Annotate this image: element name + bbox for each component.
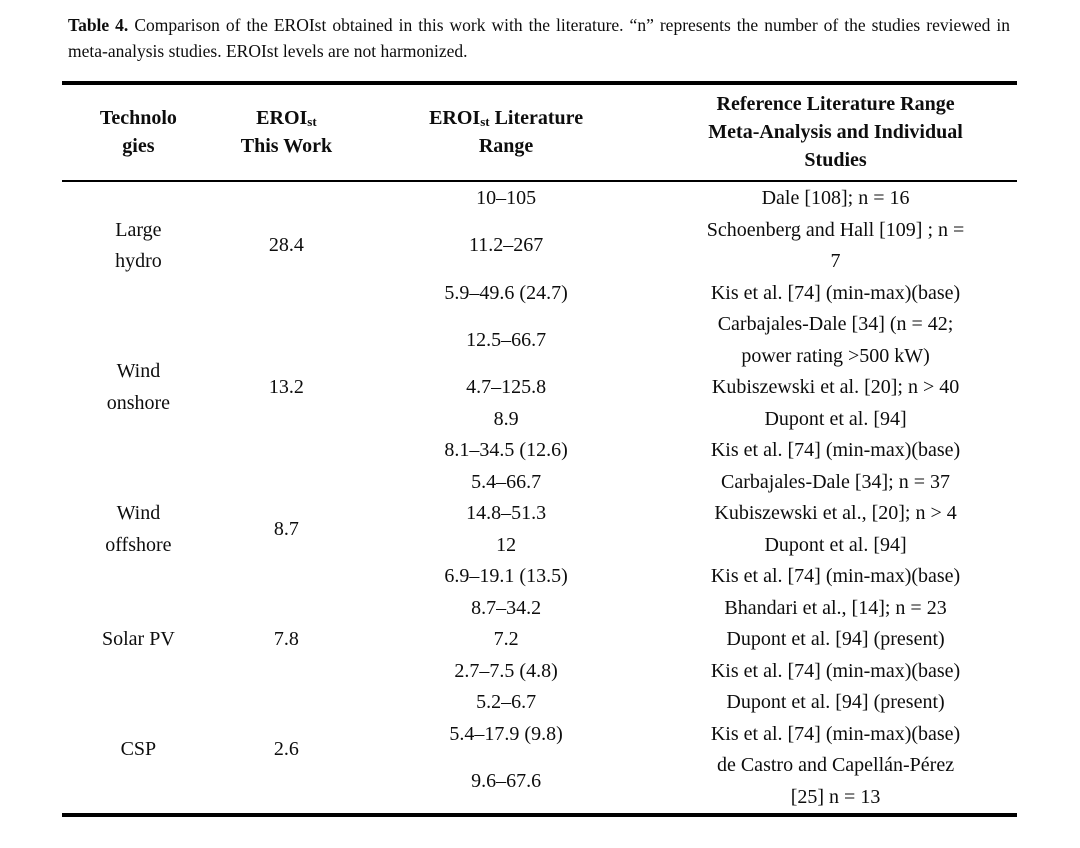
table-row: 12 Dupont et al. [94] — [62, 530, 1017, 562]
table-row: 5.9–49.6 (24.7) Kis et al. [74] (min-max… — [62, 278, 1017, 310]
reference-cell: Schoenberg and Hall [109] ; n = 7 — [706, 218, 965, 273]
literature-range-cell: 6.9–19.1 (13.5) — [444, 565, 568, 587]
literature-range-cell: 12.5–66.7 — [466, 328, 547, 351]
reference-cell: Dale [108]; n = 16 — [761, 187, 910, 209]
literature-range-cell: 8.9 — [493, 407, 519, 430]
literature-range-cell: 14.8–51.3 — [466, 502, 547, 524]
literature-range-cell: 11.2–267 — [468, 234, 544, 257]
eroi-value-cell: 13.2 — [268, 376, 304, 398]
literature-range-cell: 8.1–34.5 (12.6) — [444, 439, 568, 461]
reference-cell: de Castro and Capellán-Pérez [25] n = 13 — [716, 754, 955, 808]
technology-cell: CSP — [120, 738, 157, 761]
reference-cell: Kubiszewski et al. [20]; n > 40 — [711, 376, 960, 398]
literature-range-cell: 7.2 — [493, 628, 519, 650]
table-row: 9.6–67.6 de Castro and Capellán-Pérez [2… — [62, 750, 1017, 815]
subscript-st: st — [307, 114, 317, 129]
reference-cell: Kis et al. [74] (min-max)(base) — [710, 439, 961, 461]
table-row: 8.9 Dupont et al. [94] — [62, 404, 1017, 436]
reference-cell: Kis et al. [74] (min-max)(base) — [710, 281, 961, 304]
reference-cell: Kis et al. [74] (min-max)(base) — [710, 565, 961, 587]
reference-cell: Dupont et al. [94] — [764, 533, 907, 556]
literature-range-cell: 5.9–49.6 (24.7) — [444, 281, 568, 304]
reference-cell: Kis et al. [74] (min-max)(base) — [710, 722, 961, 745]
table-row: Wind offshore 8.7 5.4–66.7 Carbajales-Da… — [62, 467, 1017, 556]
column-header-eroi-this-work: EROIst This Work — [214, 83, 359, 182]
technology-cell: Wind offshore — [105, 502, 172, 556]
reference-cell: Kis et al. [74] (min-max)(base) — [710, 659, 961, 682]
technology-cell: Solar PV — [102, 628, 175, 650]
column-header-technologies: Technolo gies — [62, 83, 215, 182]
literature-range-cell: 4.7–125.8 — [466, 376, 547, 398]
table-row: 14.8–51.3 Kubiszewski et al., [20]; n > … — [62, 498, 1017, 530]
literature-range-cell: 8.7–34.2 — [471, 596, 542, 619]
reference-cell: Kubiszewski et al., [20]; n > 4 — [714, 502, 957, 524]
table-row: 2.7–7.5 (4.8) Kis et al. [74] (min-max)(… — [62, 656, 1017, 688]
table-caption-text: Comparison of the EROIst obtained in thi… — [68, 15, 1010, 61]
table-row: 11.2–267 Schoenberg and Hall [109] ; n =… — [62, 215, 1017, 278]
literature-range-cell: 10–105 — [476, 187, 537, 209]
table-row: Large hydro 28.4 10–105 Dale [108]; n = … — [62, 181, 1017, 272]
literature-range-cell: 5.4–17.9 (9.8) — [449, 722, 563, 745]
reference-cell: Dupont et al. [94] (present) — [726, 628, 945, 650]
table-caption: Table 4. Comparison of the EROIst obtain… — [68, 12, 1010, 64]
reference-cell: Dupont et al. [94] — [764, 407, 907, 430]
reference-cell: Carbajales-Dale [34]; n = 37 — [721, 470, 951, 493]
eroi-value-cell: 8.7 — [273, 517, 299, 540]
literature-range-cell: 12 — [496, 533, 517, 556]
reference-cell: Carbajales-Dale [34] (n = 42; power rati… — [717, 313, 954, 367]
technology-cell: Large hydro — [115, 218, 162, 273]
table-row: 5.4–17.9 (9.8) Kis et al. [74] (min-max)… — [62, 719, 1017, 751]
comparison-table: Technolo gies EROIst This Work EROIst Lit… — [62, 81, 1017, 817]
table-row: 8.1–34.5 (12.6) Kis et al. [74] (min-max… — [62, 435, 1017, 467]
table-row: CSP 2.6 5.2–6.7 Dupont et al. [94] (pres… — [62, 687, 1017, 760]
reference-cell: Bhandari et al., [14]; n = 23 — [724, 596, 947, 619]
literature-range-cell: 2.7–7.5 (4.8) — [454, 659, 558, 682]
table-row: Wind onshore 13.2 12.5–66.7 Carbajales-D… — [62, 309, 1017, 414]
table-row: Solar PV 7.8 8.7–34.2 Bhandari et al., [… — [62, 593, 1017, 651]
technology-cell: Wind onshore — [106, 360, 171, 414]
eroi-value-cell: 28.4 — [268, 234, 304, 257]
literature-range-cell: 5.4–66.7 — [471, 470, 542, 493]
table-row: 7.2 Dupont et al. [94] (present) — [62, 624, 1017, 656]
column-header-eroi-literature-range: EROIst Literature Range — [358, 83, 655, 182]
header-row: Technolo gies EROIst This Work EROIst Lit… — [62, 83, 1017, 182]
table-caption-label: Table 4. — [68, 15, 129, 35]
subscript-st: st — [480, 114, 490, 129]
reference-cell: Dupont et al. [94] (present) — [726, 691, 945, 713]
column-header-reference: Reference Literature Range Meta-Analysis… — [654, 83, 1017, 182]
eroi-value-cell: 7.8 — [273, 628, 299, 650]
literature-range-cell: 9.6–67.6 — [471, 769, 542, 792]
eroi-value-cell: 2.6 — [273, 738, 299, 761]
literature-range-cell: 5.2–6.7 — [476, 691, 537, 713]
table-row: 4.7–125.8 Kubiszewski et al. [20]; n > 4… — [62, 372, 1017, 404]
table-row: 6.9–19.1 (13.5) Kis et al. [74] (min-max… — [62, 561, 1017, 593]
